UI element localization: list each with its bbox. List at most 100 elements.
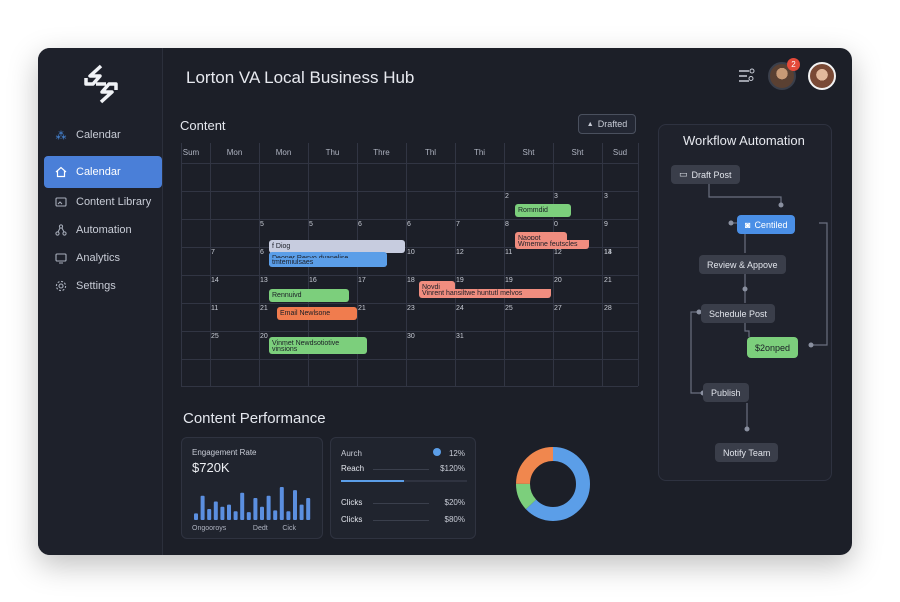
calendar-date-number: 14 xyxy=(604,249,612,256)
engagement-card: Engagement Rate $720K Ongooroys Dedt Cic… xyxy=(181,437,323,539)
workflow-panel: Workflow Automation xyxy=(658,124,832,481)
calendar-date-number: 6 xyxy=(358,221,362,228)
engagement-axis-label: Ongooroys xyxy=(192,525,227,532)
logo-icon xyxy=(84,64,118,104)
calendar-date-number: 25 xyxy=(505,305,513,312)
calendar-event[interactable]: Email Newlsone xyxy=(277,307,357,320)
engagement-label: Engagement Rate xyxy=(192,448,257,457)
divider xyxy=(373,469,429,470)
workflow-node-publish[interactable]: Publish xyxy=(703,383,749,402)
calendar-date-number: 23 xyxy=(407,305,415,312)
gear-icon xyxy=(54,279,68,293)
engagement-bar xyxy=(213,501,218,520)
calendar-date-number: 12 xyxy=(456,249,464,256)
workflow-node-review-approve[interactable]: Review & Appove xyxy=(699,255,786,274)
engagement-bar-chart xyxy=(194,487,311,520)
drafted-filter-label: Drafted xyxy=(597,119,628,129)
calendar-event[interactable]: f Diog xyxy=(269,240,405,253)
performance-donut-chart xyxy=(516,447,590,521)
sidebar: ⁂ Calendar Calendar Content Library Auto… xyxy=(38,48,163,555)
calendar-event[interactable]: Vinrent hansiltwe huntutl melvos xyxy=(419,289,551,298)
dots-icon: ⁂ xyxy=(55,129,67,142)
stat-value: $120% xyxy=(440,464,465,473)
calendar-date-number: 8 xyxy=(505,221,509,228)
calendar-grid-line xyxy=(638,143,639,386)
workflow-node-label: Centiled xyxy=(754,219,788,230)
calendar-event[interactable]: vinsions xyxy=(269,345,367,354)
content-section-title: Content xyxy=(180,118,226,133)
engagement-bar xyxy=(299,504,304,520)
workflow-node-schedule-post[interactable]: Schedule Post xyxy=(701,304,776,323)
avatar[interactable]: 2 xyxy=(768,58,800,90)
calendar-date-number: 6 xyxy=(407,221,411,228)
engagement-bar xyxy=(240,492,245,520)
engagement-bar xyxy=(207,509,212,520)
sidebar-item-settings[interactable]: Settings xyxy=(44,271,162,301)
engagement-bar xyxy=(220,506,225,520)
calendar-grid-line xyxy=(504,143,505,386)
calendar-date-number: 5 xyxy=(309,221,313,228)
page-title: Lorton VA Local Business Hub xyxy=(186,68,415,87)
workflow-node-notify-team[interactable]: Notify Team xyxy=(715,443,779,462)
workflow-node-label: Publish xyxy=(711,387,741,398)
calendar-date-number: 0 xyxy=(554,221,558,228)
sidebar-item-automation[interactable]: Automation xyxy=(44,215,162,245)
calendar-day-header: Mon xyxy=(275,148,292,157)
app-window: ⁂ Calendar Calendar Content Library Auto… xyxy=(38,48,852,555)
calendar-date-number: 31 xyxy=(456,333,464,340)
sidebar-item-label: Automation xyxy=(76,224,132,236)
engagement-axis-label: Dedt xyxy=(252,525,268,532)
calendar-event[interactable]: tmtemiulsaes xyxy=(269,258,387,267)
engagement-value: $720K xyxy=(192,460,230,475)
reach-progress-fill xyxy=(341,480,404,482)
engagement-bar xyxy=(293,490,297,520)
check-circle-icon: ◙ xyxy=(745,219,751,230)
sidebar-item-label: Calendar xyxy=(76,166,121,178)
engagement-bar xyxy=(233,511,238,520)
avatar[interactable] xyxy=(808,62,836,90)
drafted-filter-button[interactable]: ▲ Drafted xyxy=(578,114,636,134)
calendar-day-header: Sud xyxy=(612,148,628,157)
engagement-axis-label: Cick xyxy=(282,525,296,532)
calendar-grid-line xyxy=(181,163,638,164)
sidebar-item-calendar[interactable]: Calendar xyxy=(44,156,162,188)
workflow-node-draft-post[interactable]: ▭ Draft Post xyxy=(671,165,740,184)
header-actions: 2 xyxy=(738,58,836,90)
calendar-date-number: 11 xyxy=(505,249,513,256)
engagement-bar xyxy=(273,510,278,520)
engagement-bar xyxy=(253,498,258,520)
workflow-node-approved[interactable]: $2onped xyxy=(747,337,799,358)
calendar-day-header: Thu xyxy=(325,148,340,157)
engagement-bar xyxy=(227,504,231,520)
calendar-date-number: 21 xyxy=(604,277,612,284)
stat-value: $20% xyxy=(444,498,465,507)
calendar-event[interactable]: Wmemne feutscles xyxy=(515,240,589,249)
calendar-date-number: 21 xyxy=(358,305,366,312)
filter-menu-icon[interactable] xyxy=(738,68,756,84)
workflow-node-certified[interactable]: ◙ Centiled xyxy=(737,215,796,234)
calendar-day-header: Thi xyxy=(473,148,486,157)
workflow-node-label: Review & Appove xyxy=(707,259,778,270)
calendar-day-header: Thl xyxy=(424,148,437,157)
sidebar-item-content-library[interactable]: Content Library xyxy=(44,187,162,217)
workflow-node-label: Schedule Post xyxy=(709,308,768,319)
calendar-date-number: 13 xyxy=(260,277,268,284)
document-icon: ▭ xyxy=(679,169,688,179)
sidebar-item-analytics[interactable]: Analytics xyxy=(44,243,162,273)
image-icon xyxy=(54,195,68,209)
calendar-date-number: 24 xyxy=(456,305,464,312)
calendar-event[interactable]: Rennuivd xyxy=(269,289,349,302)
stat-value: $80% xyxy=(444,515,465,524)
workflow-node-label: Draft Post xyxy=(691,169,732,180)
calendar-date-number: 6 xyxy=(260,249,264,256)
sidebar-header-calendar[interactable]: ⁂ Calendar xyxy=(44,120,162,150)
notification-badge: 2 xyxy=(787,58,800,71)
divider xyxy=(373,520,429,521)
calendar-grid-line xyxy=(181,247,638,248)
calendar-event[interactable]: Rommdid xyxy=(515,204,571,217)
calendar-date-number: 30 xyxy=(407,333,415,340)
calendar-date-number: 27 xyxy=(554,305,562,312)
calendar-grid-line xyxy=(181,359,638,360)
donut-segment xyxy=(516,447,590,521)
calendar-grid-line xyxy=(455,143,456,386)
